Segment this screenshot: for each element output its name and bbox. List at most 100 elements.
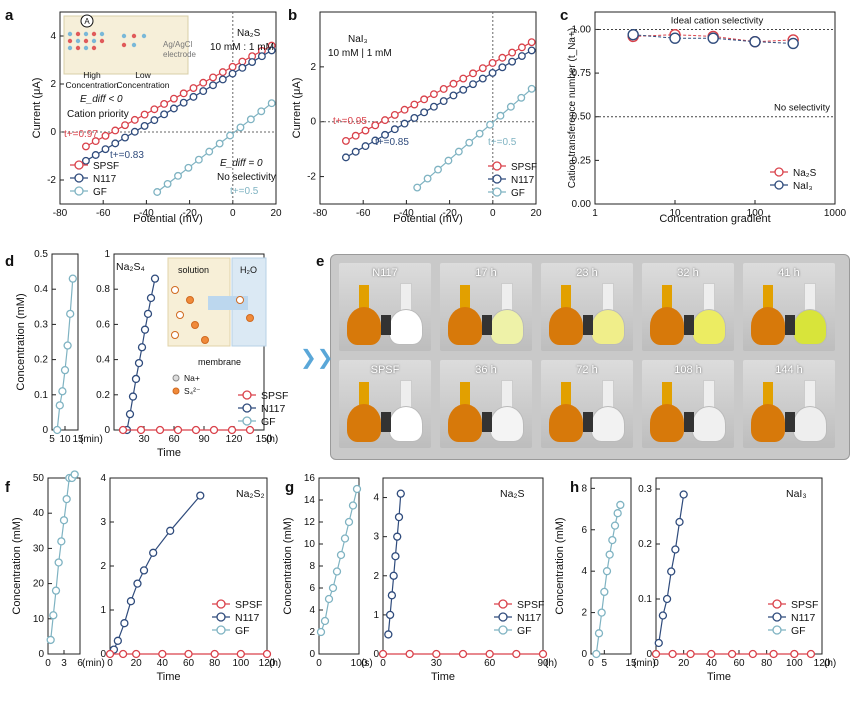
gf-point	[236, 123, 245, 132]
legend-marker	[242, 390, 252, 400]
spsf-point	[390, 110, 399, 119]
n117-point	[420, 108, 429, 117]
x-tick-label: 5	[602, 658, 608, 669]
gf-point	[328, 583, 338, 593]
spsf-point	[136, 425, 146, 435]
spsf-point	[727, 649, 737, 659]
panel-letter: a	[5, 7, 14, 24]
flask-shape	[785, 412, 795, 432]
spsf-point	[121, 121, 129, 130]
spsf-point	[707, 649, 716, 659]
legend-marker	[216, 599, 226, 609]
y-tick-label: 0	[42, 425, 48, 436]
y-tick-label: 0.8	[96, 284, 110, 295]
gf-point	[316, 627, 326, 637]
gf-point	[454, 147, 463, 156]
n117-point	[143, 309, 153, 318]
y-tick-label: 0.1	[638, 594, 652, 605]
inset-label: solution	[178, 265, 209, 275]
species-label: Na₂S₄	[116, 261, 145, 273]
spsf-point	[432, 649, 441, 659]
x-tick-label: -60	[96, 208, 111, 219]
n117-point	[410, 114, 419, 122]
y-tick-label: 0.1	[34, 390, 48, 401]
x-unit-label: (h)	[266, 434, 278, 445]
x-tick-label: 1	[592, 208, 598, 219]
x-axis-label: Concentration gradient	[659, 213, 770, 225]
y-tick-label: 4	[100, 473, 106, 484]
y-tick-label: 4	[309, 605, 315, 616]
photo-label: 17 h	[475, 267, 497, 279]
n117-point	[238, 63, 247, 72]
inset-low-2: Concentration	[117, 80, 170, 90]
spsf-point	[469, 69, 477, 78]
x-tick-label: 40	[157, 658, 169, 669]
flask-shape	[591, 406, 625, 442]
ion-dot	[201, 336, 209, 344]
flask-shape	[460, 285, 470, 311]
flask-shape	[703, 283, 715, 311]
chevron-right-icon: ❯❯	[300, 347, 334, 369]
series-point	[787, 37, 799, 50]
photo-tile: 17 h	[440, 263, 532, 351]
x-tick-label: 60	[484, 658, 496, 669]
n117-point	[381, 130, 389, 139]
flask-shape	[650, 404, 684, 442]
reference-label: Ideal cation selectivity	[671, 15, 764, 26]
y-tick-label: 8	[581, 483, 587, 494]
y-tick-label: 0.2	[34, 355, 48, 366]
spsf-point	[132, 649, 141, 659]
photo-label: 36 h	[475, 364, 497, 376]
annotation-t-spsf: t+=0.97	[64, 129, 98, 140]
n117-point	[150, 116, 159, 125]
n117-point	[400, 119, 409, 128]
n117-point	[134, 358, 144, 368]
spsf-point	[118, 425, 128, 435]
gf-point	[352, 484, 362, 494]
flask-shape	[804, 380, 816, 408]
gf-point	[66, 309, 75, 318]
gf-point	[594, 629, 604, 638]
annotation-t-gf: t+=0.5	[230, 186, 259, 197]
panel-letter: d	[5, 253, 14, 270]
x-axis-label: Potential (mV)	[133, 213, 203, 225]
spsf-point	[478, 64, 487, 73]
x-tick-label: 0	[588, 658, 594, 669]
flask-shape	[359, 382, 369, 408]
x-tick-label: 100	[351, 658, 368, 669]
photo-tile: 36 h	[440, 360, 532, 448]
y-tick-label: 1.00	[572, 24, 592, 35]
legend-entry: N117	[511, 175, 535, 186]
flask-shape	[662, 382, 672, 408]
flask-shape	[804, 283, 816, 311]
n117-point	[675, 517, 684, 527]
gf-point	[51, 586, 61, 595]
gf-point	[517, 93, 526, 102]
n117-point	[139, 566, 149, 575]
gf-point	[49, 611, 58, 620]
y-tick-label: 10	[304, 539, 316, 550]
y-tick-label: 0.50	[572, 112, 592, 123]
x-tick-label: 100	[747, 208, 764, 219]
legend-marker	[492, 161, 502, 171]
legend-marker	[498, 625, 508, 635]
x-unit-label: (h)	[824, 658, 836, 669]
n117-point	[228, 69, 237, 78]
inset-label: H₂O	[240, 265, 257, 275]
x-axis-label: Time	[157, 447, 181, 459]
y-tick-label: 4	[50, 31, 56, 42]
n117-point	[91, 151, 100, 159]
y-tick-label: 1	[100, 605, 106, 616]
y-tick-label: -2	[47, 175, 56, 186]
n117-point	[169, 104, 178, 113]
annotation: E_diff < 0	[80, 94, 123, 105]
flask-shape	[501, 380, 513, 408]
n117-point	[384, 630, 393, 639]
spsf-point	[118, 649, 128, 659]
x-tick-label: 0	[316, 658, 322, 669]
n117-point	[662, 594, 672, 604]
gf-point	[54, 558, 63, 567]
n117-point	[459, 85, 468, 94]
legend-entry: GF	[93, 187, 107, 198]
